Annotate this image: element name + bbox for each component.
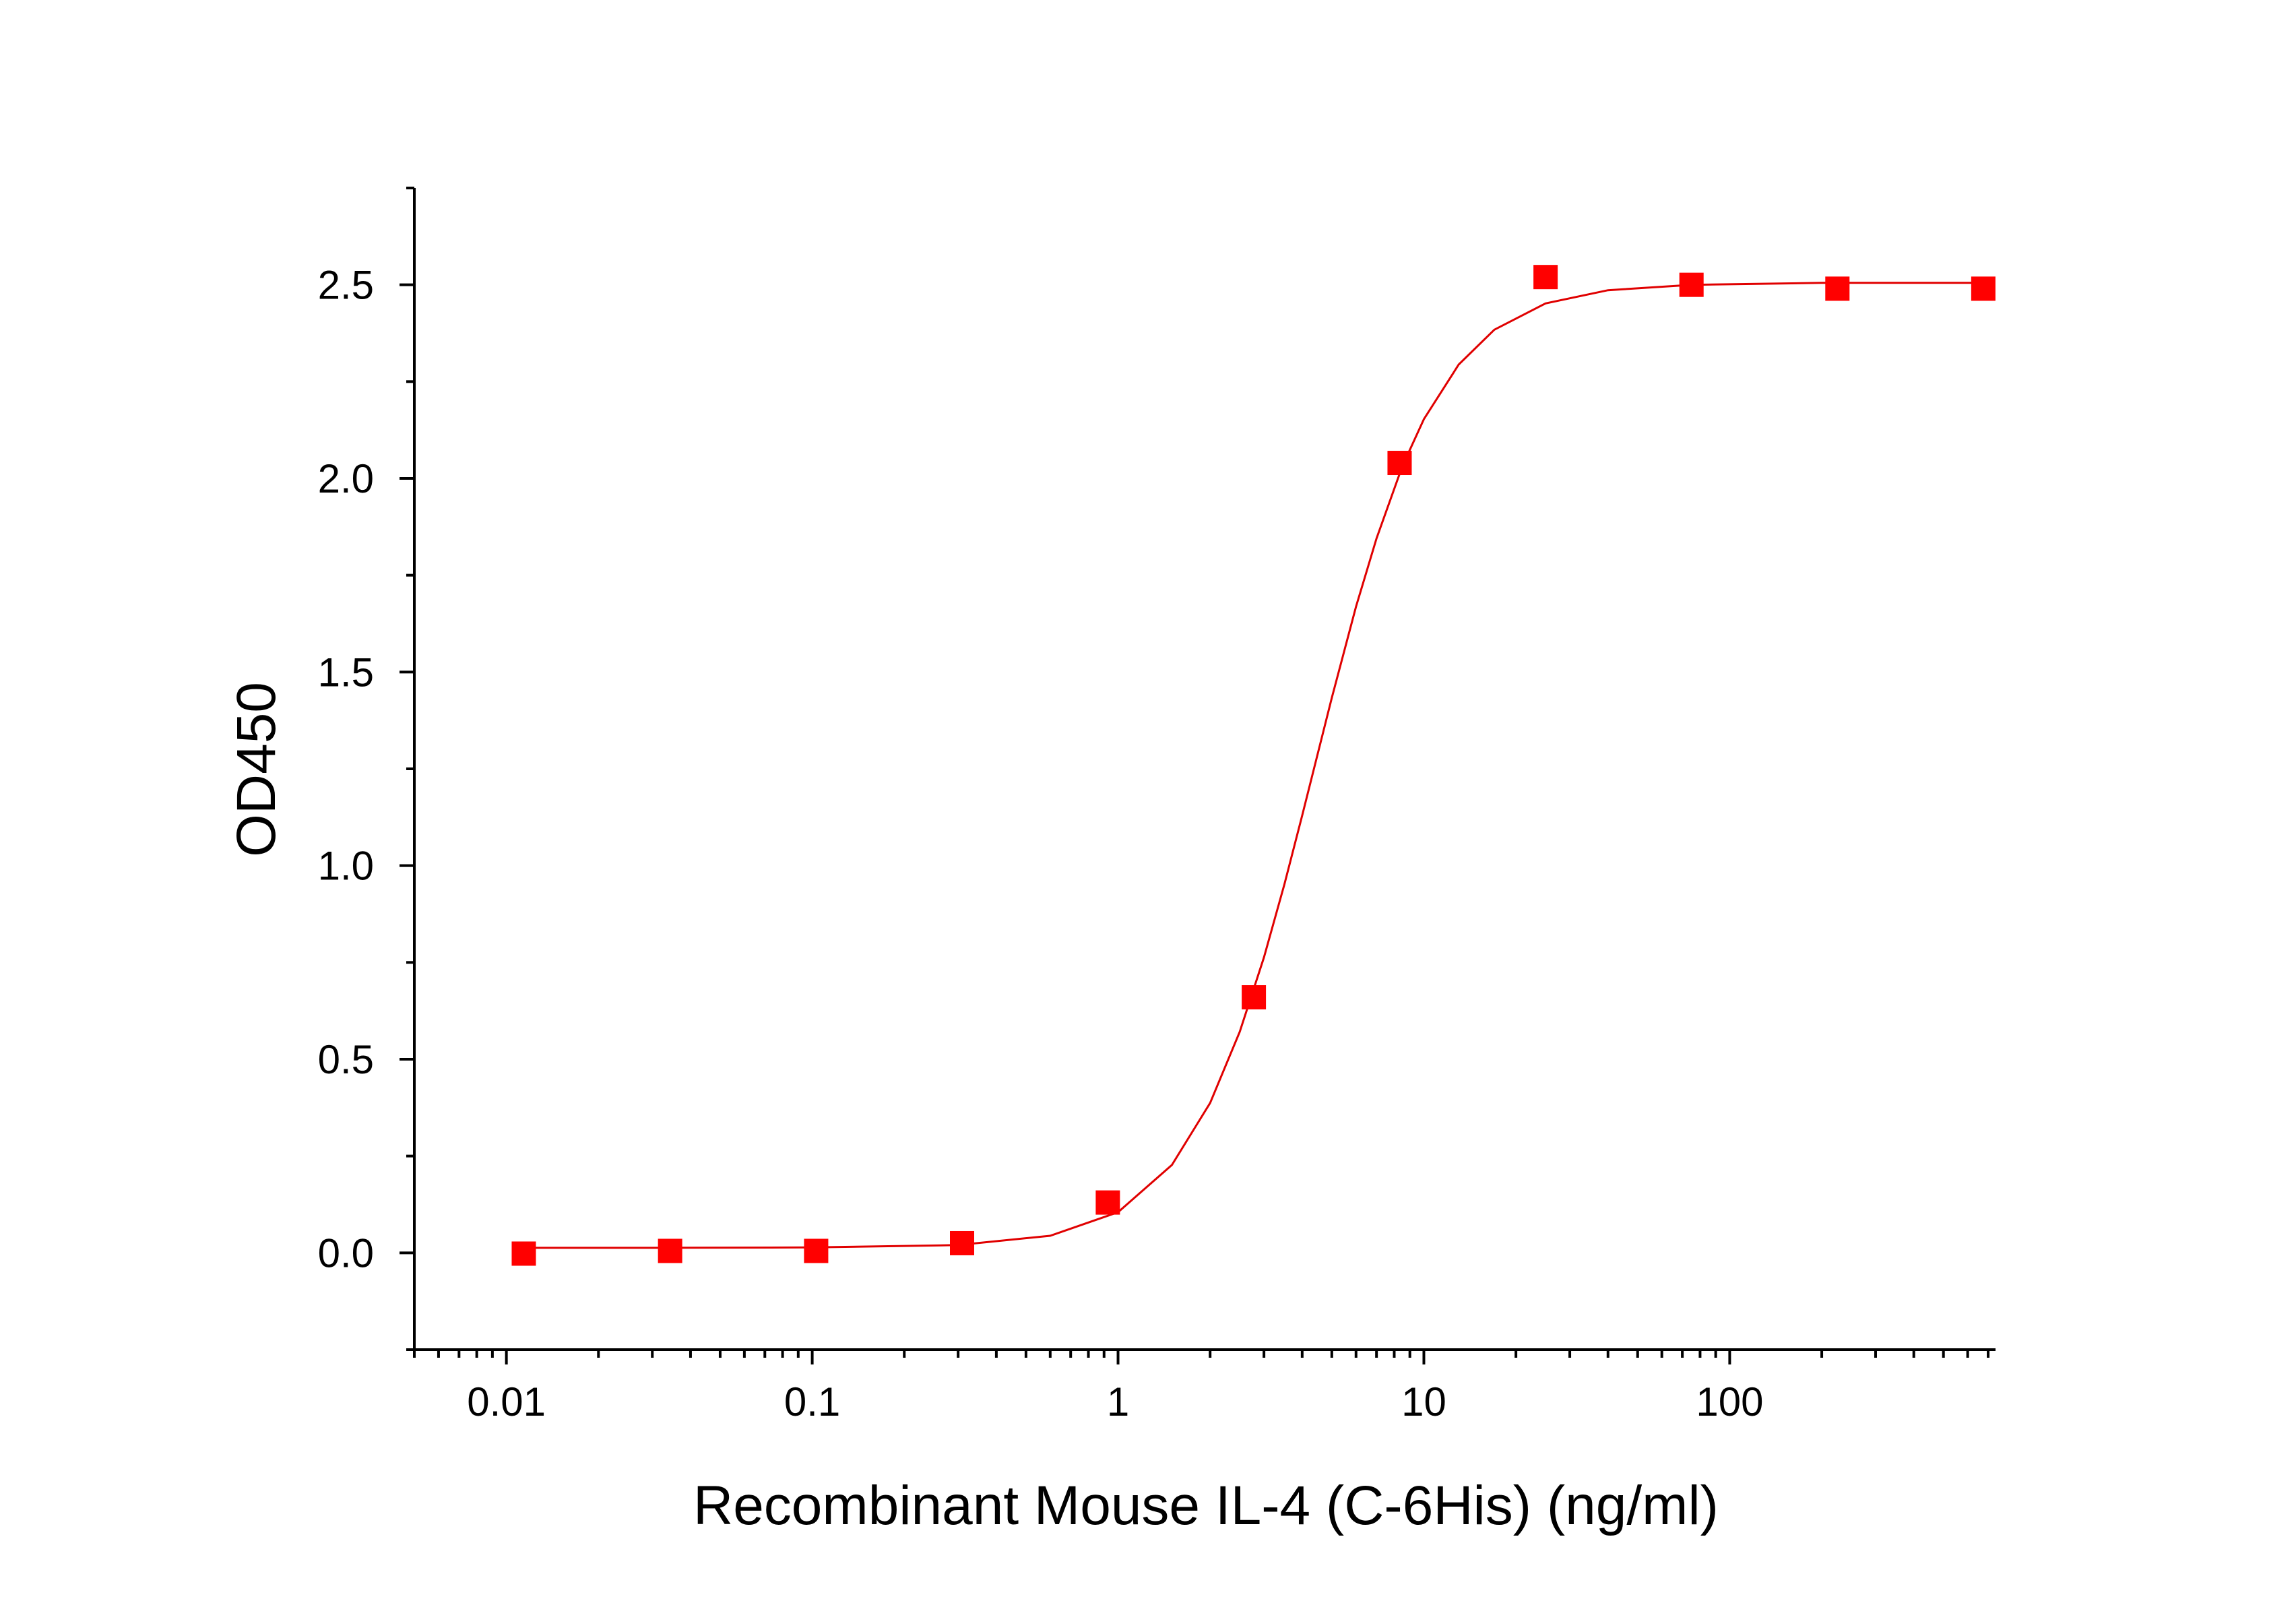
data-point [1242, 985, 1267, 1010]
y-tick-label: 2.0 [318, 456, 374, 501]
y-tick-label: 0.0 [318, 1230, 374, 1276]
x-tick-label: 0.01 [467, 1379, 546, 1424]
x-tick-label: 1 [1107, 1379, 1129, 1424]
data-point [804, 1238, 829, 1263]
data-point [1533, 265, 1558, 290]
x-axis-label: Recombinant Mouse IL-4 (C-6His) (ng/ml) [693, 1475, 1719, 1536]
data-point [1387, 451, 1412, 476]
data-point [1825, 276, 1850, 301]
fit-curve [523, 282, 1983, 1249]
data-point [1095, 1190, 1120, 1215]
x-tick-label: 0.1 [784, 1379, 840, 1424]
y-tick-label: 2.5 [318, 263, 374, 308]
y-tick-label: 1.0 [318, 844, 374, 889]
data-point [511, 1241, 536, 1266]
data-point [1971, 276, 1996, 301]
y-tick-label: 0.5 [318, 1037, 374, 1082]
y-tick-label: 1.5 [318, 650, 374, 695]
data-point [950, 1230, 975, 1255]
data-point [658, 1238, 682, 1263]
x-tick-label: 10 [1401, 1379, 1446, 1424]
data-point [1679, 272, 1704, 297]
x-tick-label: 100 [1696, 1379, 1763, 1424]
y-axis-label: OD450 [226, 682, 287, 857]
